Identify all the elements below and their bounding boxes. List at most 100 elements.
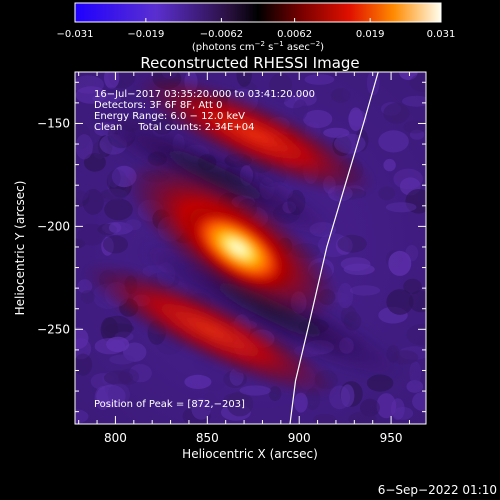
heatmap-texture-blob xyxy=(75,134,94,160)
annotation-line-time: 16−Jul−2017 03:35:20.000 to 03:41:20.000 xyxy=(94,89,315,100)
footer-timestamp: 6−Sep−2022 01:10 xyxy=(378,483,497,497)
heatmap-upper-lobe xyxy=(135,74,375,196)
heatmap-texture-blob xyxy=(102,315,133,340)
heatmap-source-core xyxy=(183,205,293,291)
heatmap-texture-blob xyxy=(114,150,137,165)
heatmap-texture-blob xyxy=(406,324,426,346)
heatmap-texture-blob xyxy=(340,384,355,407)
colorbar: −0.031 −0.019 −0.0062 0.0062 0.019 0.031 (pho… xyxy=(56,2,455,53)
heatmap-texture-blob xyxy=(340,305,357,327)
heatmap-texture-blob xyxy=(337,282,354,309)
heatmap-texture-blob xyxy=(77,223,106,246)
x-tick-label: 900 xyxy=(288,431,311,445)
x-tick-label: 800 xyxy=(104,431,127,445)
heatmap-texture-blob xyxy=(75,123,91,150)
heatmap-texture-blob xyxy=(107,167,121,188)
y-tick-label: −250 xyxy=(37,322,70,336)
heatmap-texture-blob xyxy=(191,398,211,420)
heatmap-texture-blob xyxy=(399,72,418,81)
annotation-line-energy: Energy Range: 6.0 − 12.0 keV xyxy=(94,111,245,122)
heatmap-texture-blob xyxy=(348,109,368,127)
colorbar-tick-label: 0.019 xyxy=(356,29,385,40)
heatmap-texture-blob xyxy=(268,386,282,402)
heatmap-texture-blob xyxy=(378,130,409,153)
heatmap-texture-blob xyxy=(75,327,89,350)
heatmap-texture-blob xyxy=(405,189,426,214)
heatmap-texture-blob xyxy=(75,238,86,249)
colorbar-tick-label: −0.031 xyxy=(56,29,93,40)
heatmap-texture-blob xyxy=(383,102,410,124)
heatmap-texture-blob xyxy=(109,354,135,365)
heatmap-texture-blob xyxy=(109,222,122,233)
heatmap-texture-blob xyxy=(313,414,336,424)
heatmap-texture-blob xyxy=(75,190,90,208)
x-tick-label: 850 xyxy=(196,431,219,445)
heatmap-texture-blob xyxy=(393,168,424,190)
annotation-block: 16−Jul−2017 03:35:20.000 to 03:41:20.000… xyxy=(94,89,315,133)
heatmap-texture-blob xyxy=(101,236,114,256)
heatmap-texture-blob xyxy=(104,198,133,221)
heatmap-texture-blob xyxy=(386,289,414,315)
y-tick-label: −150 xyxy=(37,116,70,130)
heatmap-texture-blob xyxy=(83,153,106,172)
colorbar-tick-label: 0.0062 xyxy=(277,29,312,40)
colorbar-gradient xyxy=(74,2,442,23)
heatmap-texture-blob xyxy=(413,222,426,247)
colorbar-tick-label: 0.031 xyxy=(427,29,456,40)
heatmap-texture-blob xyxy=(303,110,333,128)
colorbar-ticks: −0.031 −0.019 −0.0062 0.0062 0.019 0.031 xyxy=(56,18,455,40)
colorbar-tick-label: −0.0062 xyxy=(200,29,243,40)
heatmap-texture-blob xyxy=(378,186,396,201)
heatmap-texture-blob xyxy=(408,290,426,313)
heatmap-texture-blob xyxy=(103,370,134,386)
x-axis-ticks: 800 850 900 950 xyxy=(78,72,410,445)
heatmap-texture-blob xyxy=(349,285,381,296)
heatmap-texture-blob xyxy=(415,141,426,158)
solar-limb-curve xyxy=(289,72,379,424)
heatmap-texture-blob xyxy=(92,93,122,104)
heatmap-texture-blob xyxy=(80,290,95,304)
heatmap-texture-blob xyxy=(75,182,90,201)
heatmap-lower-lobe xyxy=(83,262,337,398)
heatmap-texture-blob xyxy=(106,336,130,353)
heatmap-texture-blob xyxy=(223,393,249,405)
colorbar-tick-label: −0.019 xyxy=(127,29,164,40)
heatmap-texture-blob xyxy=(390,398,405,420)
heatmap-texture-blob xyxy=(409,73,426,92)
heatmap-texture-blob xyxy=(75,409,89,424)
heatmap-texture-blob xyxy=(184,374,212,389)
heatmap-texture-blob xyxy=(304,74,335,85)
heatmap-texture-blob xyxy=(82,189,104,215)
plot-frame xyxy=(74,71,427,425)
y-tick-label: −200 xyxy=(37,219,70,233)
annotation-line-detectors: Detectors: 3F 6F 8F, Att 0 xyxy=(94,100,222,111)
heatmap-texture-blob xyxy=(406,380,424,393)
heatmap-dark-band-upper xyxy=(88,110,342,240)
heatmap-texture-blob xyxy=(342,86,356,101)
heatmap-texture-blob xyxy=(75,353,93,376)
chart-title: Reconstructed RHESSI Image xyxy=(140,54,359,72)
heatmap-texture-blob xyxy=(107,383,130,406)
heatmap-texture-blob xyxy=(294,392,308,413)
heatmap-texture-blob xyxy=(348,411,377,424)
heatmap-texture-blob xyxy=(366,374,394,392)
heatmap-texture-blob xyxy=(376,393,397,419)
y-axis-ticks: −150 −200 −250 xyxy=(37,81,426,413)
heatmap-texture-blob xyxy=(412,391,426,412)
heatmap-texture-blob xyxy=(202,392,217,412)
heatmap-texture-blob xyxy=(390,350,419,365)
heatmap-texture-blob xyxy=(403,278,422,295)
heatmap-texture-blob xyxy=(340,257,371,272)
heatmap-texture-blob xyxy=(75,338,92,360)
peak-position-label: Position of Peak = [872,−203] xyxy=(94,399,245,410)
heatmap-texture-blob xyxy=(403,120,426,134)
heatmap-texture-blob xyxy=(101,188,128,200)
heatmap-texture-blob xyxy=(269,73,293,97)
heatmap-texture-blob xyxy=(385,202,417,213)
heatmap-texture-blob xyxy=(104,72,120,89)
heatmap-texture-blob xyxy=(96,384,126,408)
heatmap-texture-blob xyxy=(409,361,422,385)
heatmap-texture-blob xyxy=(393,406,414,420)
heatmap-texture-blob xyxy=(293,99,308,121)
